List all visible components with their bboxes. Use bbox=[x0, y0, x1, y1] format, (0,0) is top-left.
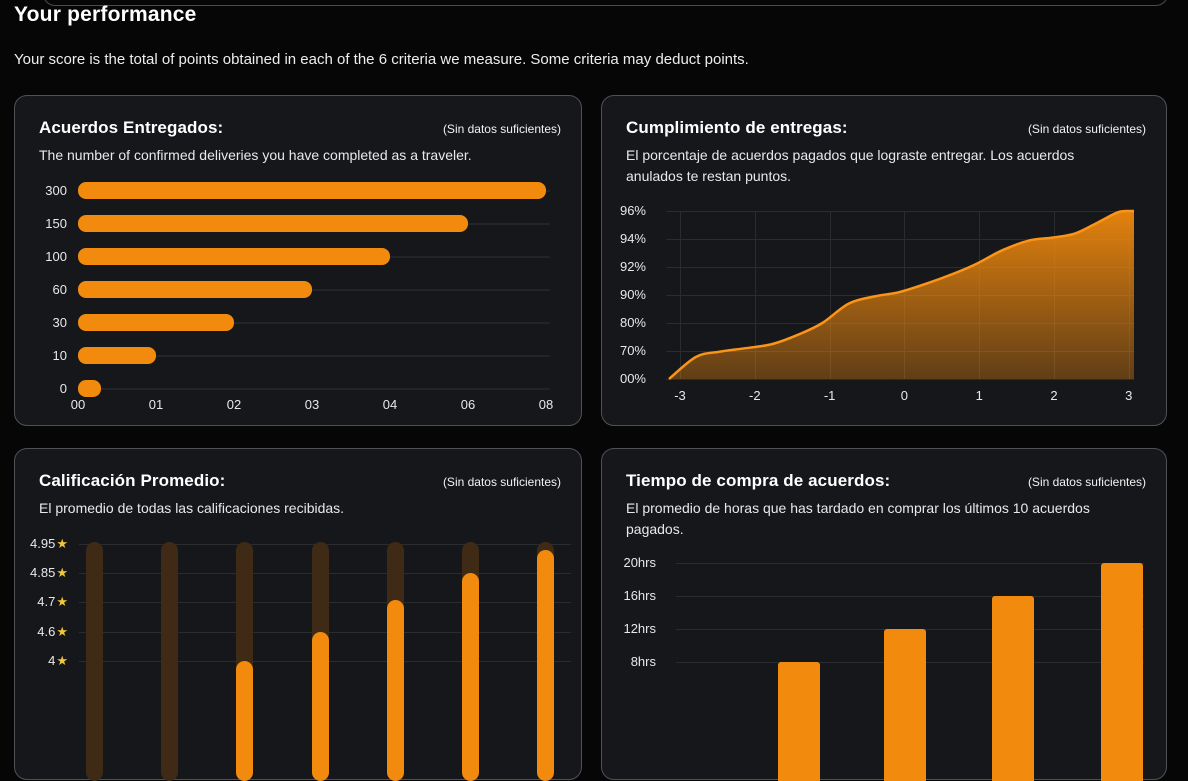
rating-bar bbox=[537, 550, 554, 781]
card-cumplimiento-entregas: Cumplimiento de entregas: (Sin datos suf… bbox=[601, 95, 1167, 426]
axis-tick-label: 04 bbox=[370, 397, 410, 413]
fulfillment-area-chart: 96% 94% 92% 90% 80% 70% 00% -3 -2 -1 0 1 2 3 bbox=[602, 96, 1166, 425]
hours-bar bbox=[992, 596, 1034, 781]
axis-tick-label: 00% bbox=[602, 371, 646, 387]
area-chart-svg bbox=[602, 96, 1166, 425]
card-acuerdos-entregados: Acuerdos Entregados: (Sin datos suficien… bbox=[14, 95, 582, 426]
axis-tick-label: 01 bbox=[136, 397, 176, 413]
delivery-bar bbox=[78, 347, 156, 364]
axis-tick-label: 80% bbox=[602, 315, 646, 331]
axis-tick-label: 70% bbox=[602, 343, 646, 359]
axis-tick-label: 4.6★ bbox=[15, 624, 68, 641]
axis-tick-label: 90% bbox=[602, 287, 646, 303]
axis-tick-label: 20hrs bbox=[602, 555, 656, 571]
delivery-bar bbox=[78, 314, 234, 331]
axis-tick-label: 96% bbox=[602, 203, 646, 219]
hours-bar bbox=[884, 629, 926, 781]
hours-bar bbox=[1101, 563, 1143, 781]
delivery-bar bbox=[78, 380, 101, 397]
axis-tick-label: 100 bbox=[15, 249, 67, 265]
axis-tick-label: 4.85★ bbox=[15, 565, 68, 582]
star-icon: ★ bbox=[56, 654, 68, 669]
axis-tick-label: -1 bbox=[810, 388, 850, 404]
axis-tick-label: 06 bbox=[448, 397, 488, 413]
rating-bar bbox=[462, 573, 479, 781]
axis-tick-label: 60 bbox=[15, 282, 67, 298]
rating-track-pill bbox=[86, 542, 103, 781]
axis-tick-label: 02 bbox=[214, 397, 254, 413]
axis-tick-label: 3 bbox=[1109, 388, 1149, 404]
card-tiempo-compra: Tiempo de compra de acuerdos: (Sin datos… bbox=[601, 448, 1167, 780]
axis-tick-label: 8hrs bbox=[602, 654, 656, 670]
previous-section-bottom-edge bbox=[43, 0, 1168, 6]
axis-tick-label: 4★ bbox=[15, 653, 68, 670]
axis-tick-label: 10 bbox=[15, 348, 67, 364]
delivery-bar bbox=[78, 215, 468, 232]
axis-tick-label: 03 bbox=[292, 397, 332, 413]
star-icon: ★ bbox=[56, 625, 68, 640]
page-title: Your performance bbox=[14, 3, 197, 27]
axis-tick-label: 300 bbox=[15, 183, 67, 199]
delivery-bar bbox=[78, 281, 312, 298]
card-calificacion-promedio: Calificación Promedio: (Sin datos sufici… bbox=[14, 448, 582, 780]
axis-tick-label: 00 bbox=[58, 397, 98, 413]
rating-bar bbox=[236, 661, 253, 781]
axis-tick-label: 12hrs bbox=[602, 621, 656, 637]
axis-tick-label: -3 bbox=[660, 388, 700, 404]
delivery-bar bbox=[78, 248, 390, 265]
rating-track-pill bbox=[161, 542, 178, 781]
axis-tick-label: 92% bbox=[602, 259, 646, 275]
hours-bar bbox=[778, 662, 820, 781]
axis-tick-label: 16hrs bbox=[602, 588, 656, 604]
delivery-bar bbox=[78, 182, 546, 199]
axis-tick-label: 0 bbox=[15, 381, 67, 397]
axis-tick-label: -2 bbox=[735, 388, 775, 404]
star-icon: ★ bbox=[56, 595, 68, 610]
rating-bar bbox=[387, 600, 404, 781]
axis-tick-label: 0 bbox=[884, 388, 924, 404]
star-icon: ★ bbox=[56, 566, 68, 581]
axis-tick-label: 30 bbox=[15, 315, 67, 331]
axis-tick-label: 150 bbox=[15, 216, 67, 232]
rating-lollipop-chart: 4.95★ 4.85★ 4.7★ 4.6★ 4★ bbox=[15, 449, 581, 779]
axis-tick-label: 4.7★ bbox=[15, 594, 68, 611]
purchase-time-bar-chart: 20hrs 16hrs 12hrs 8hrs bbox=[602, 449, 1166, 779]
rating-bar bbox=[312, 632, 329, 781]
axis-tick-label: 2 bbox=[1034, 388, 1074, 404]
axis-tick-label: 1 bbox=[959, 388, 999, 404]
axis-tick-label: 08 bbox=[526, 397, 566, 413]
page-subtitle: Your score is the total of points obtain… bbox=[14, 51, 749, 68]
star-icon: ★ bbox=[56, 537, 68, 552]
axis-tick-label: 94% bbox=[602, 231, 646, 247]
axis-tick-label: 4.95★ bbox=[15, 536, 68, 553]
